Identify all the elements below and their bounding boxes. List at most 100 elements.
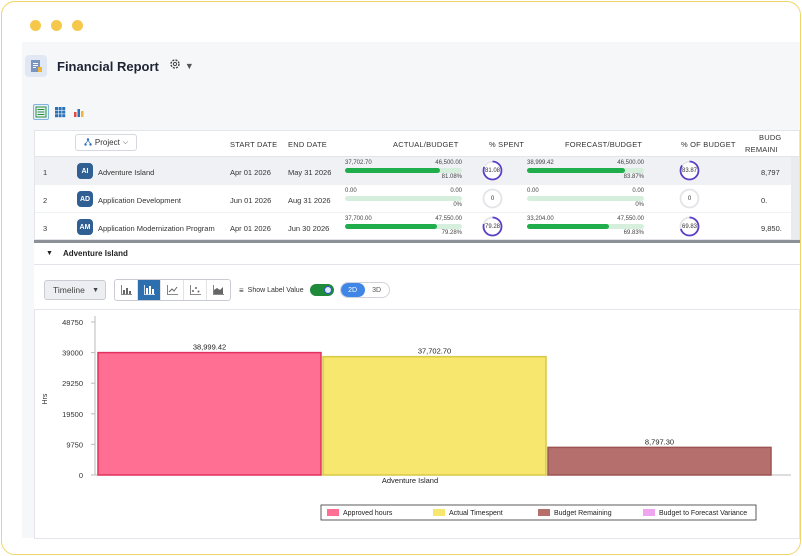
spent-value: 79.28	[484, 223, 500, 230]
legend-label: Budget to Forecast Variance	[659, 510, 747, 517]
forecast-percent: 0%	[635, 202, 644, 208]
end-date: May 31 2026	[288, 168, 332, 177]
forecast-value: 0.00	[527, 188, 539, 194]
table-row[interactable]: 1 AI Adventure Island Apr 01 2026 May 31 202…	[35, 157, 799, 185]
bar-value-label: 38,999.42	[193, 343, 226, 352]
chart-area: 48750 39000 29250 19500 9750 0 Hrs 38,999.42 37,…	[34, 309, 800, 539]
y-tick-label: 19500	[62, 410, 83, 419]
col-percent-of-budget[interactable]: % OF BUDGET	[681, 140, 736, 149]
actual-budget-value: 0.00	[450, 188, 462, 194]
window-dot-minimize[interactable]	[51, 20, 62, 31]
y-tick-label: 9750	[66, 440, 83, 449]
chart-view-icon[interactable]	[71, 104, 87, 120]
show-label-toggle[interactable]	[309, 284, 334, 296]
actual-percent: 81.08%	[441, 174, 462, 180]
chevron-down-icon[interactable]: ▼	[184, 61, 194, 71]
y-tick-label: 29250	[62, 379, 83, 388]
col-forecast-budget[interactable]: FORECAST/BUDGET	[565, 140, 643, 149]
grid-header: Project ⌵ START DATE END DATE ACTUAL/BUD…	[35, 131, 799, 157]
of-budget-value: 69.83	[681, 223, 697, 230]
col-end-date[interactable]: END DATE	[288, 140, 327, 149]
bar-chart-icon[interactable]	[115, 280, 138, 300]
actual-progress-track	[345, 196, 462, 201]
table-row[interactable]: 3 AM Application Modernization Program Apr …	[35, 213, 799, 239]
bar-value-label: 37,702.70	[418, 347, 451, 356]
dim-2d-button[interactable]: 2D	[340, 283, 365, 297]
project-avatar: AM	[77, 219, 93, 235]
budget-remaining: 0.	[761, 196, 768, 205]
project-avatar: AI	[77, 163, 93, 179]
page-title: Financial Report	[57, 58, 159, 74]
forecast-progress-fill	[527, 168, 626, 173]
bar-actual-timespent	[322, 355, 547, 476]
legend-swatch	[433, 509, 445, 516]
timeline-dropdown[interactable]: Timeline ▼	[44, 280, 106, 300]
col-start-date[interactable]: START DATE	[230, 140, 278, 149]
table-row[interactable]: 2 AD Application Development Jun 01 2026 Aug…	[35, 185, 799, 213]
window-dot-close[interactable]	[30, 20, 41, 31]
detail-panel: ▼ Adventure Island Timeline ▼	[34, 240, 800, 539]
project-column-button[interactable]: Project ⌵	[75, 134, 137, 151]
vertical-scrollbar[interactable]	[791, 157, 799, 239]
area-chart-icon[interactable]	[207, 280, 230, 300]
project-name[interactable]: Application Development	[98, 196, 181, 205]
actual-progress-track	[345, 224, 462, 229]
y-tick-label: 39000	[62, 349, 83, 358]
row-number: 3	[43, 224, 48, 233]
project-column-label: Project	[94, 138, 120, 147]
actual-percent: 79.28%	[441, 230, 462, 236]
gear-icon[interactable]	[169, 57, 181, 75]
col-actual-budget[interactable]: ACTUAL/BUDGET	[393, 140, 459, 149]
of-budget-value: 83.87	[681, 167, 697, 174]
column-chart-icon[interactable]	[138, 280, 161, 300]
actual-budget-value: 46,500.00	[435, 160, 462, 166]
scatter-chart-icon[interactable]	[184, 280, 207, 300]
col-budget-remaining-1[interactable]: BUDG	[759, 133, 782, 142]
dim-3d-button[interactable]: 3D	[372, 286, 382, 294]
actual-value: 37,702.70	[345, 160, 372, 166]
forecast-percent: 69.83%	[623, 230, 644, 236]
legend-swatch	[643, 509, 655, 516]
forecast-budget-cell: 33,204.00 47,550.00 69.83%	[527, 216, 644, 238]
column-chart: 48750 39000 29250 19500 9750 0 Hrs 38,999.42 37,…	[42, 316, 791, 521]
detail-title: Adventure Island	[62, 249, 128, 258]
forecast-progress-track	[527, 168, 644, 173]
list-icon: ≡	[239, 285, 244, 295]
start-date: Jun 01 2026	[230, 196, 272, 205]
forecast-budget-value: 47,550.00	[617, 216, 644, 222]
budget-remaining: 8,797	[761, 168, 780, 177]
actual-progress-track	[345, 168, 462, 173]
row-number: 2	[43, 196, 48, 205]
bar-budget-remaining	[547, 446, 772, 476]
y-tick-label: 0	[79, 471, 83, 480]
spent-ring: 0	[482, 188, 503, 209]
forecast-percent: 83.87%	[623, 174, 644, 180]
col-budget-remaining-2[interactable]: REMAINI	[745, 145, 778, 154]
spent-ring: 81.08	[482, 160, 503, 181]
actual-value: 0.00	[345, 188, 357, 194]
legend-label: Budget Remaining	[554, 510, 612, 517]
actual-budget-value: 47,550.00	[435, 216, 462, 222]
project-avatar: AD	[77, 191, 93, 207]
legend-label: Actual Timespent	[449, 510, 503, 517]
actual-budget-cell: 37,700.00 47,550.00 79.28%	[345, 216, 462, 238]
actual-budget-cell: 37,702.70 46,500.00 81.08%	[345, 160, 462, 182]
timeline-label: Timeline	[53, 285, 85, 295]
y-axis-label: Hrs	[42, 393, 49, 404]
forecast-budget-value: 0.00	[632, 188, 644, 194]
forecast-progress-track	[527, 224, 644, 229]
table-view-icon[interactable]	[52, 104, 68, 120]
project-name[interactable]: Adventure Island	[98, 168, 155, 177]
collapse-caret-icon[interactable]: ▼	[46, 250, 53, 257]
forecast-budget-cell: 0.00 0.00 0%	[527, 188, 644, 210]
line-chart-icon[interactable]	[161, 280, 184, 300]
end-date: Jun 30 2026	[288, 224, 330, 233]
project-name[interactable]: Application Modernization Program	[98, 224, 215, 233]
chevron-down-icon: ⌵	[122, 138, 129, 146]
col-percent-spent[interactable]: % SPENT	[489, 140, 525, 149]
hierarchy-icon	[84, 137, 92, 148]
actual-value: 37,700.00	[345, 216, 372, 222]
grid-chart-view-icon[interactable]	[33, 104, 49, 120]
bar-approved-hours	[97, 351, 322, 476]
window-dot-maximize[interactable]	[72, 20, 83, 31]
